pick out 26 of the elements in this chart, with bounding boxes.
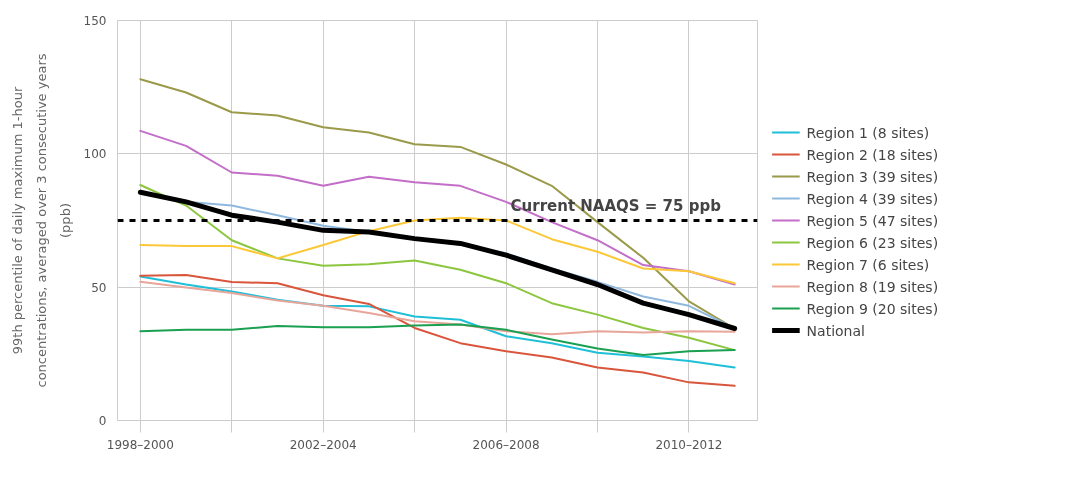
legend-label: Region 7 (6 sites) <box>806 256 930 273</box>
line-series <box>139 216 736 285</box>
legend-label: Region 5 (47 sites) <box>806 212 939 229</box>
legend-label: Region 4 (39 sites) <box>806 190 939 207</box>
legend-label: Region 2 (18 sites) <box>806 146 939 163</box>
legend-label: Region 8 (19 sites) <box>806 278 939 295</box>
line-series <box>139 323 736 356</box>
y-tick-label: 100 <box>83 147 107 162</box>
line-series <box>139 275 736 369</box>
x-tick-label: 2002–2004 <box>289 437 357 452</box>
y-tick-label: 0 <box>98 414 107 428</box>
legend-label: Region 9 (20 sites) <box>806 300 939 317</box>
y-axis-title: 99th percentile of daily maximum 1-hour concentrations, averaged over 3 consecutive years (ppb) <box>10 53 73 388</box>
y-tick-label: 150 <box>83 14 107 28</box>
x-tick-label: 2010–2012 <box>655 437 723 452</box>
legend-label: Region 3 (39 sites) <box>806 168 939 185</box>
legend-label: Region 1 (8 sites) <box>806 124 930 141</box>
legend-label: Region 6 (23 sites) <box>806 234 939 251</box>
line-series <box>139 129 736 286</box>
x-tick-label: 2006–2008 <box>472 437 540 452</box>
line-series <box>139 273 736 387</box>
line-series <box>139 280 736 336</box>
legend-label: National <box>806 322 865 339</box>
y-tick-label: 50 <box>91 280 107 295</box>
x-tick-label: 1998–2000 <box>106 437 174 452</box>
line-series <box>139 184 736 352</box>
